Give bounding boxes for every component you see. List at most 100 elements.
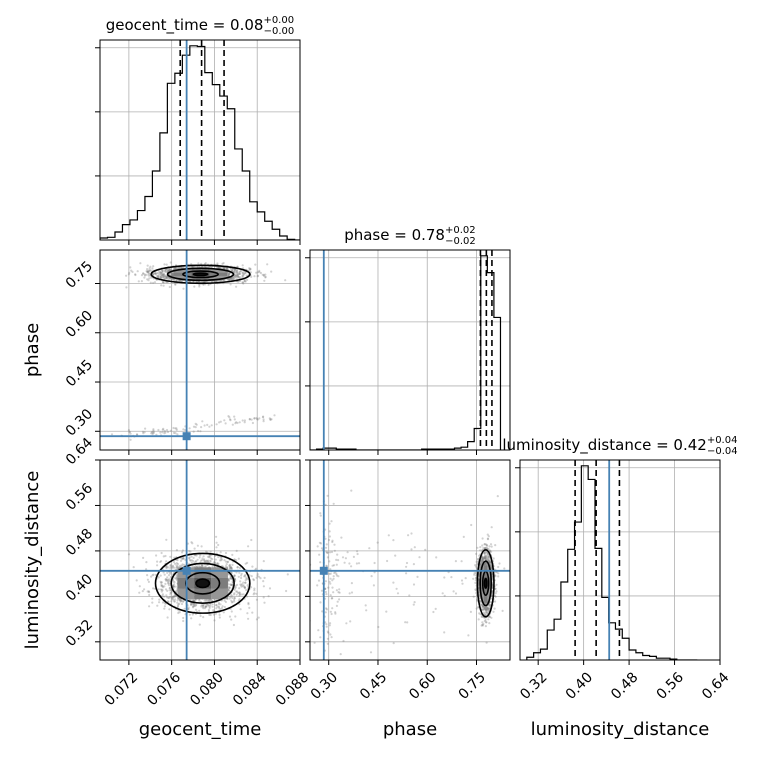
sample-point bbox=[190, 555, 193, 558]
sample-point bbox=[482, 622, 485, 626]
sample-point bbox=[483, 543, 486, 546]
sample-point bbox=[228, 586, 231, 589]
sample-point bbox=[484, 625, 487, 628]
sample-point bbox=[243, 280, 246, 283]
sample-point bbox=[241, 275, 244, 278]
sample-point bbox=[258, 417, 261, 420]
sample-point bbox=[244, 581, 247, 584]
sample-point bbox=[319, 514, 322, 517]
sample-point bbox=[227, 589, 230, 592]
sample-point bbox=[167, 600, 170, 604]
sample-point bbox=[219, 603, 222, 606]
sample-point bbox=[173, 600, 176, 603]
sample-point bbox=[227, 577, 230, 580]
sample-point bbox=[198, 599, 201, 602]
sample-point bbox=[253, 417, 256, 420]
sample-point bbox=[350, 591, 354, 594]
sample-point bbox=[494, 595, 497, 598]
sample-point bbox=[227, 273, 230, 276]
sample-point bbox=[232, 278, 235, 281]
sample-point bbox=[255, 576, 258, 579]
sample-point bbox=[250, 418, 253, 421]
sample-point bbox=[154, 272, 157, 275]
scatter-geocent-time-vs-luminosity-distance-truth-marker bbox=[182, 566, 191, 575]
sample-point bbox=[244, 280, 247, 283]
sample-point bbox=[151, 267, 154, 270]
sample-point bbox=[210, 424, 213, 427]
sample-point bbox=[188, 556, 191, 559]
sample-point bbox=[473, 572, 476, 575]
sample-point bbox=[331, 564, 334, 567]
sample-point bbox=[481, 604, 484, 608]
sample-point bbox=[128, 271, 131, 274]
sample-point bbox=[241, 281, 245, 284]
sample-point bbox=[168, 278, 171, 281]
sample-point bbox=[151, 601, 154, 604]
sample-point bbox=[487, 556, 490, 559]
sample-point bbox=[169, 563, 172, 567]
sample-point bbox=[501, 609, 504, 613]
hist-luminosity-distance-histogram bbox=[526, 465, 698, 660]
sample-point bbox=[233, 268, 236, 271]
sample-point bbox=[240, 583, 244, 586]
sample-point bbox=[258, 269, 261, 272]
sample-point bbox=[237, 557, 240, 560]
sample-point bbox=[330, 636, 333, 639]
sample-point bbox=[480, 615, 483, 618]
sample-point bbox=[195, 603, 198, 606]
sample-point bbox=[255, 271, 258, 274]
sample-point bbox=[238, 276, 241, 279]
sample-point bbox=[242, 581, 245, 584]
density-cell bbox=[209, 275, 228, 280]
sample-point bbox=[488, 549, 491, 552]
sample-point bbox=[345, 622, 348, 625]
sample-point bbox=[168, 586, 172, 590]
sample-point bbox=[223, 599, 226, 602]
sample-point bbox=[331, 539, 334, 542]
sample-point bbox=[488, 560, 491, 563]
sample-point bbox=[244, 574, 247, 577]
sample-point bbox=[194, 608, 198, 611]
sample-point bbox=[165, 275, 168, 278]
sample-point bbox=[211, 565, 214, 568]
hist-phase-frame bbox=[309, 249, 511, 451]
sample-point bbox=[489, 563, 493, 566]
sample-point bbox=[250, 575, 253, 578]
sample-point bbox=[223, 267, 226, 270]
scatter-geocent-time-vs-luminosity-distance-points bbox=[127, 535, 289, 627]
sample-point bbox=[160, 585, 163, 588]
sample-point bbox=[326, 637, 329, 640]
sample-point bbox=[331, 597, 334, 600]
sample-point bbox=[164, 274, 167, 277]
sample-point bbox=[182, 600, 185, 603]
sample-point bbox=[213, 280, 216, 283]
sample-point bbox=[172, 426, 175, 430]
sample-point bbox=[213, 561, 216, 564]
sample-point bbox=[412, 563, 415, 566]
sample-point bbox=[172, 598, 175, 601]
sample-point bbox=[248, 418, 251, 421]
sample-point bbox=[143, 588, 146, 591]
sample-point bbox=[327, 631, 330, 634]
sample-point bbox=[172, 267, 176, 270]
sample-point bbox=[145, 273, 148, 276]
sample-point bbox=[216, 262, 219, 265]
sample-point bbox=[329, 582, 332, 585]
sample-point bbox=[132, 566, 135, 569]
sample-point bbox=[478, 554, 481, 557]
sample-point bbox=[487, 555, 490, 559]
sample-point bbox=[146, 578, 149, 581]
sample-point bbox=[202, 283, 205, 286]
sample-point bbox=[207, 559, 210, 562]
sample-point bbox=[145, 568, 148, 571]
sample-point bbox=[229, 595, 232, 599]
sample-point bbox=[486, 606, 489, 609]
sample-point bbox=[229, 593, 232, 596]
sample-point bbox=[183, 607, 186, 610]
sample-point bbox=[464, 577, 467, 580]
sample-point bbox=[480, 603, 483, 606]
sample-point bbox=[232, 623, 235, 627]
sample-point bbox=[484, 557, 487, 561]
sample-point bbox=[253, 275, 256, 278]
sample-point bbox=[152, 265, 155, 268]
